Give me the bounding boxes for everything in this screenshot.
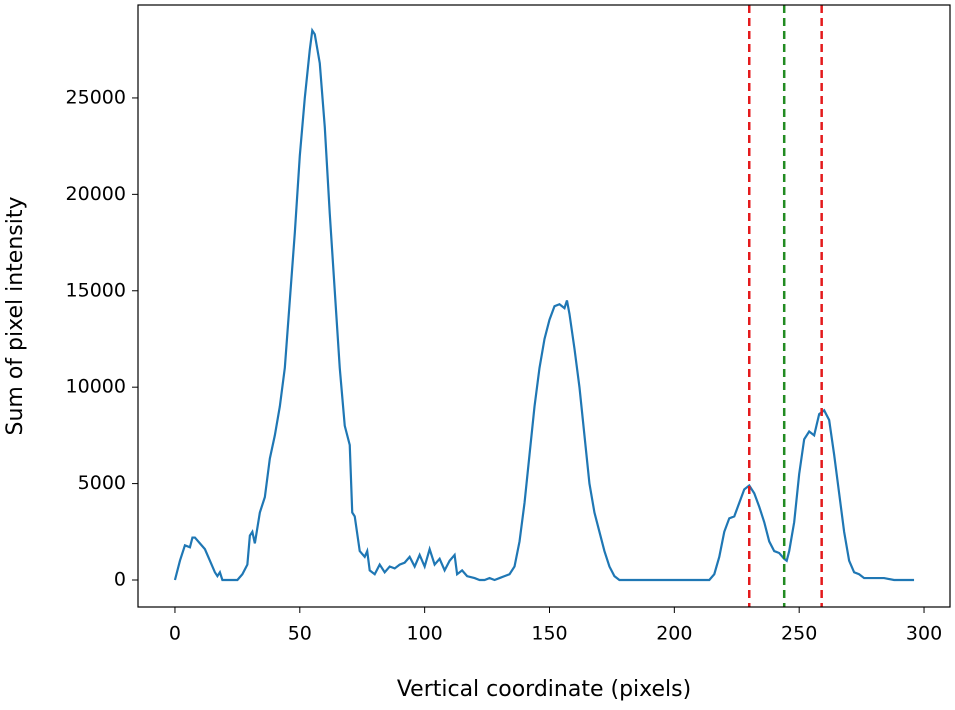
y-tick-label: 10000 [66,376,126,398]
x-tick-label: 250 [781,623,817,645]
y-tick-label: 15000 [66,279,126,301]
x-tick-label: 50 [288,623,312,645]
x-tick-label: 100 [407,623,443,645]
x-tick-label: 0 [169,623,181,645]
x-tick-label: 200 [656,623,692,645]
x-axis-title: Vertical coordinate (pixels) [397,677,691,702]
y-tick-label: 0 [114,569,126,591]
y-axis-title: Sum of pixel intensity [3,197,28,436]
y-tick-label: 5000 [78,472,126,494]
y-tick-label: 20000 [66,183,126,205]
data-line [173,27,915,582]
x-tick-label: 300 [906,623,942,645]
x-tick-label: 150 [531,623,567,645]
y-tick-label: 25000 [66,86,126,108]
plot-frame [137,4,951,608]
